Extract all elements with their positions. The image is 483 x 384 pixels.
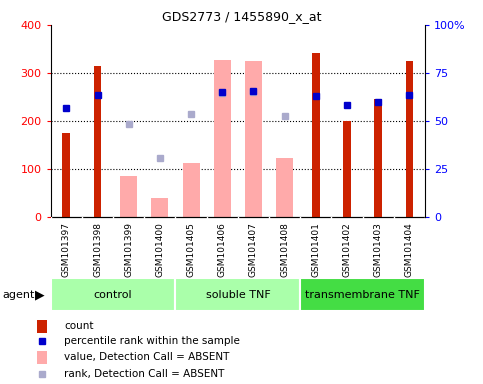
- Bar: [37, 351, 47, 364]
- Bar: [183, 163, 199, 217]
- Text: GSM101408: GSM101408: [280, 222, 289, 277]
- Bar: [312, 53, 320, 217]
- Text: count: count: [64, 321, 94, 331]
- Bar: [175, 278, 300, 311]
- Text: GSM101405: GSM101405: [186, 222, 196, 277]
- Text: GSM101398: GSM101398: [93, 222, 102, 277]
- Text: control: control: [94, 290, 132, 300]
- Text: GSM101404: GSM101404: [405, 222, 414, 276]
- Bar: [62, 133, 70, 217]
- Bar: [37, 320, 47, 333]
- Text: agent: agent: [2, 290, 35, 300]
- Bar: [94, 66, 101, 217]
- Text: GSM101400: GSM101400: [156, 222, 164, 277]
- Text: GSM101406: GSM101406: [218, 222, 227, 277]
- Text: value, Detection Call = ABSENT: value, Detection Call = ABSENT: [64, 352, 229, 362]
- Text: soluble TNF: soluble TNF: [205, 290, 270, 300]
- Text: GSM101399: GSM101399: [124, 222, 133, 277]
- Text: GSM101401: GSM101401: [312, 222, 320, 277]
- Bar: [213, 60, 231, 217]
- Text: ▶: ▶: [35, 288, 44, 301]
- Bar: [151, 198, 169, 217]
- Bar: [300, 278, 425, 311]
- Text: percentile rank within the sample: percentile rank within the sample: [64, 336, 240, 346]
- Bar: [374, 99, 382, 217]
- Bar: [343, 121, 351, 217]
- Text: GSM101402: GSM101402: [342, 222, 352, 276]
- Bar: [120, 176, 137, 217]
- Text: rank, Detection Call = ABSENT: rank, Detection Call = ABSENT: [64, 369, 225, 379]
- Text: GSM101403: GSM101403: [374, 222, 383, 277]
- Bar: [51, 278, 175, 311]
- Text: GSM101397: GSM101397: [62, 222, 71, 277]
- Bar: [245, 61, 262, 217]
- Text: GSM101407: GSM101407: [249, 222, 258, 277]
- Text: transmembrane TNF: transmembrane TNF: [305, 290, 420, 300]
- Bar: [276, 159, 293, 217]
- Text: GDS2773 / 1455890_x_at: GDS2773 / 1455890_x_at: [162, 10, 321, 23]
- Bar: [406, 61, 413, 217]
